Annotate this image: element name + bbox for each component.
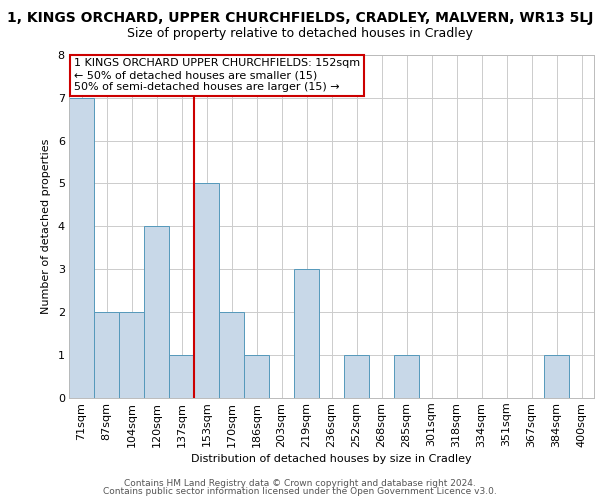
Bar [244,354,269,398]
Bar [94,312,119,398]
Text: Contains public sector information licensed under the Open Government Licence v3: Contains public sector information licen… [103,487,497,496]
Bar [544,354,569,398]
Bar [294,269,319,398]
Bar [344,354,369,398]
Bar [169,354,194,398]
X-axis label: Distribution of detached houses by size in Cradley: Distribution of detached houses by size … [191,454,472,464]
Text: 1, KINGS ORCHARD, UPPER CHURCHFIELDS, CRADLEY, MALVERN, WR13 5LJ: 1, KINGS ORCHARD, UPPER CHURCHFIELDS, CR… [7,11,593,25]
Bar [394,354,419,398]
Bar [219,312,244,398]
Bar [69,98,94,398]
Text: Contains HM Land Registry data © Crown copyright and database right 2024.: Contains HM Land Registry data © Crown c… [124,478,476,488]
Bar [144,226,169,398]
Bar [194,184,219,398]
Y-axis label: Number of detached properties: Number of detached properties [41,138,51,314]
Text: Size of property relative to detached houses in Cradley: Size of property relative to detached ho… [127,28,473,40]
Text: 1 KINGS ORCHARD UPPER CHURCHFIELDS: 152sqm
← 50% of detached houses are smaller : 1 KINGS ORCHARD UPPER CHURCHFIELDS: 152s… [74,58,361,92]
Bar [119,312,144,398]
